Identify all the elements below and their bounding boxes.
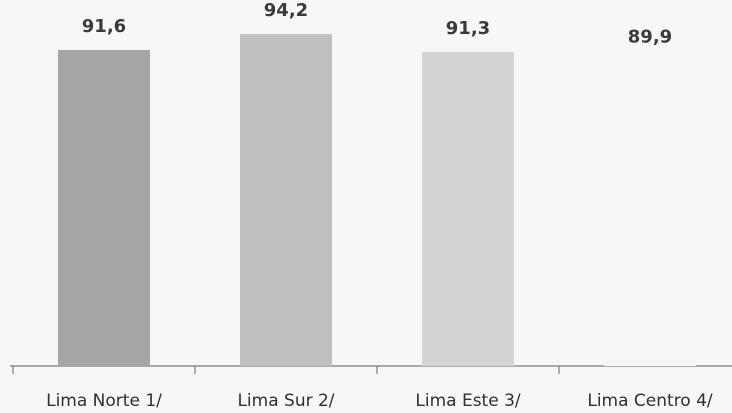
category-label-2: Lima Sur 2/: [237, 391, 334, 411]
bars-group: [58, 34, 696, 367]
value-labels-group: 91,6 94,2 91,3 89,9: [82, 0, 672, 47]
bar-4: [604, 60, 696, 367]
data-label-1: 91,6: [82, 16, 126, 37]
bar-2: [240, 34, 332, 366]
bar-1: [58, 50, 150, 366]
category-label-3: Lima Este 3/: [415, 391, 521, 411]
bar-3: [422, 51, 514, 367]
x-ticks-group: [12, 366, 560, 374]
data-label-4: 89,9: [628, 26, 672, 47]
data-label-3: 91,3: [446, 18, 490, 39]
category-label-4: Lima Centro 4/: [587, 391, 713, 411]
data-label-2: 94,2: [264, 0, 308, 21]
category-labels-group: Lima Norte 1/Lima Sur 2/Lima Este 3/Lima…: [46, 391, 713, 411]
category-label-1: Lima Norte 1/: [46, 391, 162, 411]
